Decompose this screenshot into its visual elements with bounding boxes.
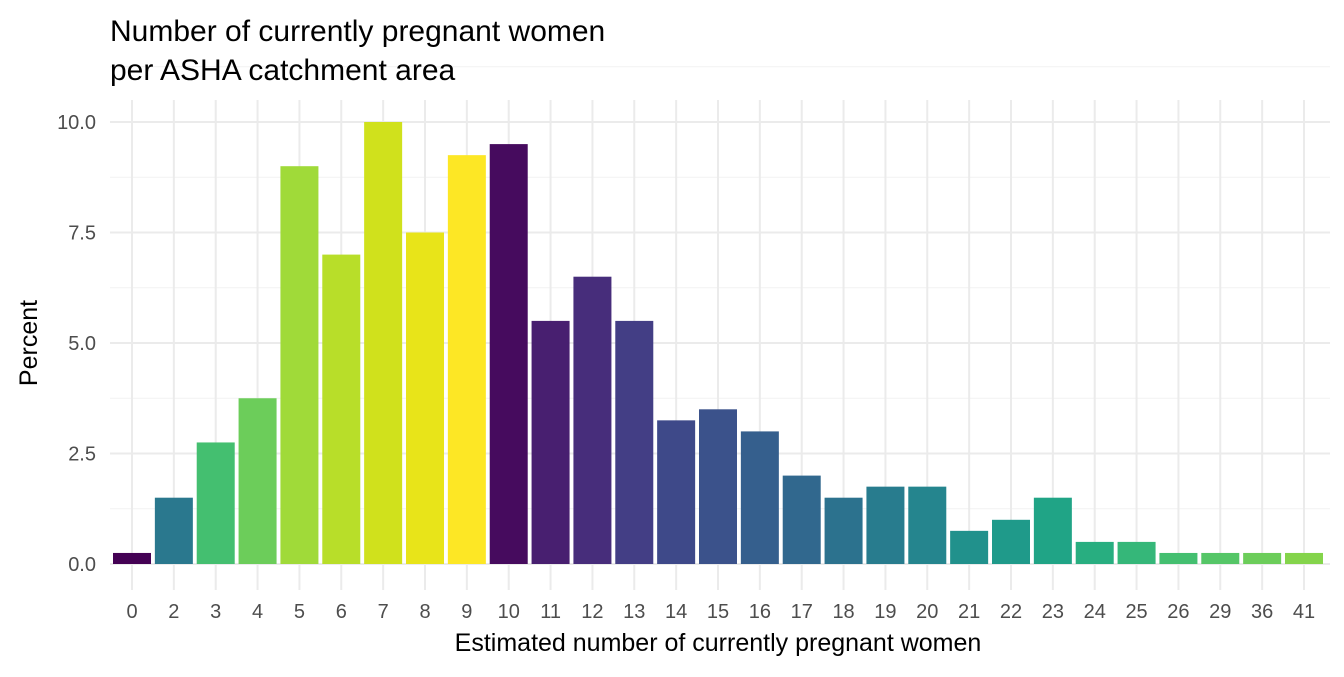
x-tick-label: 0 [126, 601, 137, 623]
y-tick-labels: 0.0 2.5 5.0 7.5 10.0 [57, 112, 96, 576]
bar-18 [824, 497, 863, 564]
bar-23 [1033, 497, 1072, 564]
bar-3 [196, 442, 235, 564]
y-tick-label: 10.0 [57, 112, 96, 134]
x-tick-label: 4 [252, 601, 263, 623]
bar-41 [1285, 552, 1323, 564]
x-tick-label: 20 [916, 601, 938, 623]
bar-19 [866, 486, 905, 564]
bar-11 [531, 320, 570, 564]
bar-22 [992, 519, 1030, 564]
x-tick-labels: 0 2 3 4 5 6 7 8 9 10 11 12 13 14 15 16 17 18 19 20 21 22 23 24 2… [126, 601, 1315, 623]
x-tick-label: 22 [1000, 601, 1022, 623]
x-tick-label: 8 [419, 601, 430, 623]
bar-8 [406, 232, 444, 564]
bar-2 [154, 497, 193, 564]
bar-6 [322, 254, 361, 564]
x-tick-label: 24 [1084, 601, 1106, 623]
bar-26 [1159, 552, 1198, 564]
x-tick-label: 21 [958, 601, 980, 623]
bar-0 [113, 552, 151, 564]
x-tick-label: 2 [168, 601, 179, 623]
y-axis-label: Percent [15, 300, 43, 386]
bar-12 [573, 276, 612, 564]
x-tick-label: 5 [294, 601, 305, 623]
x-tick-label: 19 [874, 601, 896, 623]
bar-16 [740, 431, 779, 564]
x-tick-label: 17 [791, 601, 813, 623]
x-axis-label: Estimated number of currently pregnant w… [455, 629, 982, 657]
x-tick-label: 11 [540, 601, 561, 623]
bar-25 [1117, 541, 1156, 564]
bar-10 [489, 144, 528, 564]
x-tick-label: 6 [336, 601, 347, 623]
bar-9 [447, 155, 486, 564]
bar-4 [238, 398, 277, 564]
bars [113, 122, 1323, 564]
x-tick-label: 9 [461, 601, 472, 623]
x-tick-label: 7 [378, 601, 389, 623]
x-tick-label: 41 [1293, 601, 1315, 623]
x-tick-label: 29 [1209, 601, 1231, 623]
x-tick-label: 25 [1125, 601, 1147, 623]
y-tick-label: 7.5 [68, 223, 96, 245]
bar-15 [699, 409, 737, 564]
x-tick-label: 14 [665, 601, 687, 623]
y-tick-label: 0.0 [68, 554, 96, 576]
y-tick-label: 5.0 [68, 333, 96, 355]
x-tick-label: 18 [832, 601, 854, 623]
chart-title-line-1: Number of currently pregnant women [110, 15, 605, 48]
x-tick-label: 3 [210, 601, 221, 623]
bar-13 [615, 320, 654, 564]
bar-5 [280, 166, 319, 564]
x-tick-label: 16 [749, 601, 771, 623]
x-tick-label: 12 [581, 601, 603, 623]
bar-29 [1201, 552, 1240, 564]
x-tick-label: 10 [498, 601, 520, 623]
bar-20 [908, 486, 947, 564]
bar-7 [364, 122, 403, 564]
x-tick-label: 36 [1251, 601, 1273, 623]
bar-36 [1243, 552, 1282, 564]
x-tick-label: 26 [1167, 601, 1189, 623]
bar-14 [657, 420, 696, 564]
y-tick-label: 2.5 [68, 444, 96, 466]
bar-21 [950, 530, 989, 564]
x-tick-label: 23 [1042, 601, 1064, 623]
x-tick-label: 15 [707, 601, 729, 623]
chart-title-line-2: per ASHA catchment area [110, 54, 456, 87]
bar-24 [1075, 541, 1114, 564]
bar-17 [782, 475, 821, 564]
x-tick-label: 13 [623, 601, 645, 623]
